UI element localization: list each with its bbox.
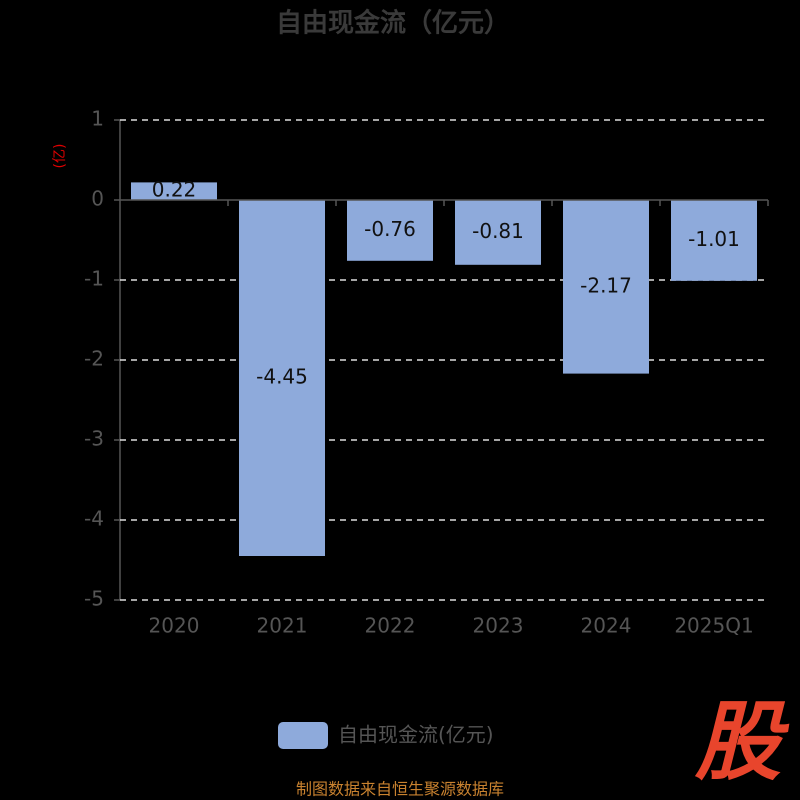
value-label: -0.76 — [364, 217, 416, 241]
watermark: 股 — [694, 692, 790, 792]
value-label: -2.17 — [580, 273, 632, 297]
y-tick-label: -1 — [84, 267, 104, 291]
bar — [563, 200, 649, 374]
bar — [671, 200, 757, 281]
value-label: 0.22 — [152, 178, 197, 202]
legend-label: 自由现金流(亿元) — [338, 723, 494, 747]
footer: 制图数据来自恒生聚源数据库 — [296, 780, 504, 799]
y-tick-label: -2 — [84, 347, 104, 371]
bar — [347, 200, 433, 261]
x-tick-label: 2022 — [365, 614, 416, 638]
x-tick-label: 2020 — [149, 614, 200, 638]
value-label: -1.01 — [688, 227, 740, 251]
x-tick-label: 2023 — [473, 614, 524, 638]
chart-title: 自由现金流（亿元） — [276, 8, 510, 39]
bar — [455, 200, 541, 265]
bar — [239, 200, 325, 556]
y-tick-label: 1 — [91, 107, 104, 131]
y-tick-label: 0 — [91, 187, 104, 211]
bar — [131, 182, 217, 200]
y-tick-label: -5 — [84, 587, 104, 611]
x-tick-label: 2025Q1 — [674, 614, 753, 638]
x-tick-label: 2021 — [257, 614, 308, 638]
legend-swatch — [278, 722, 328, 749]
y-tick-label: -3 — [84, 427, 104, 451]
value-label: -4.45 — [256, 365, 308, 389]
y-tick-label: -4 — [84, 507, 104, 531]
x-tick-label: 2024 — [581, 614, 632, 638]
value-label: -0.81 — [472, 219, 524, 243]
y-axis-label: (亿) — [52, 144, 68, 169]
